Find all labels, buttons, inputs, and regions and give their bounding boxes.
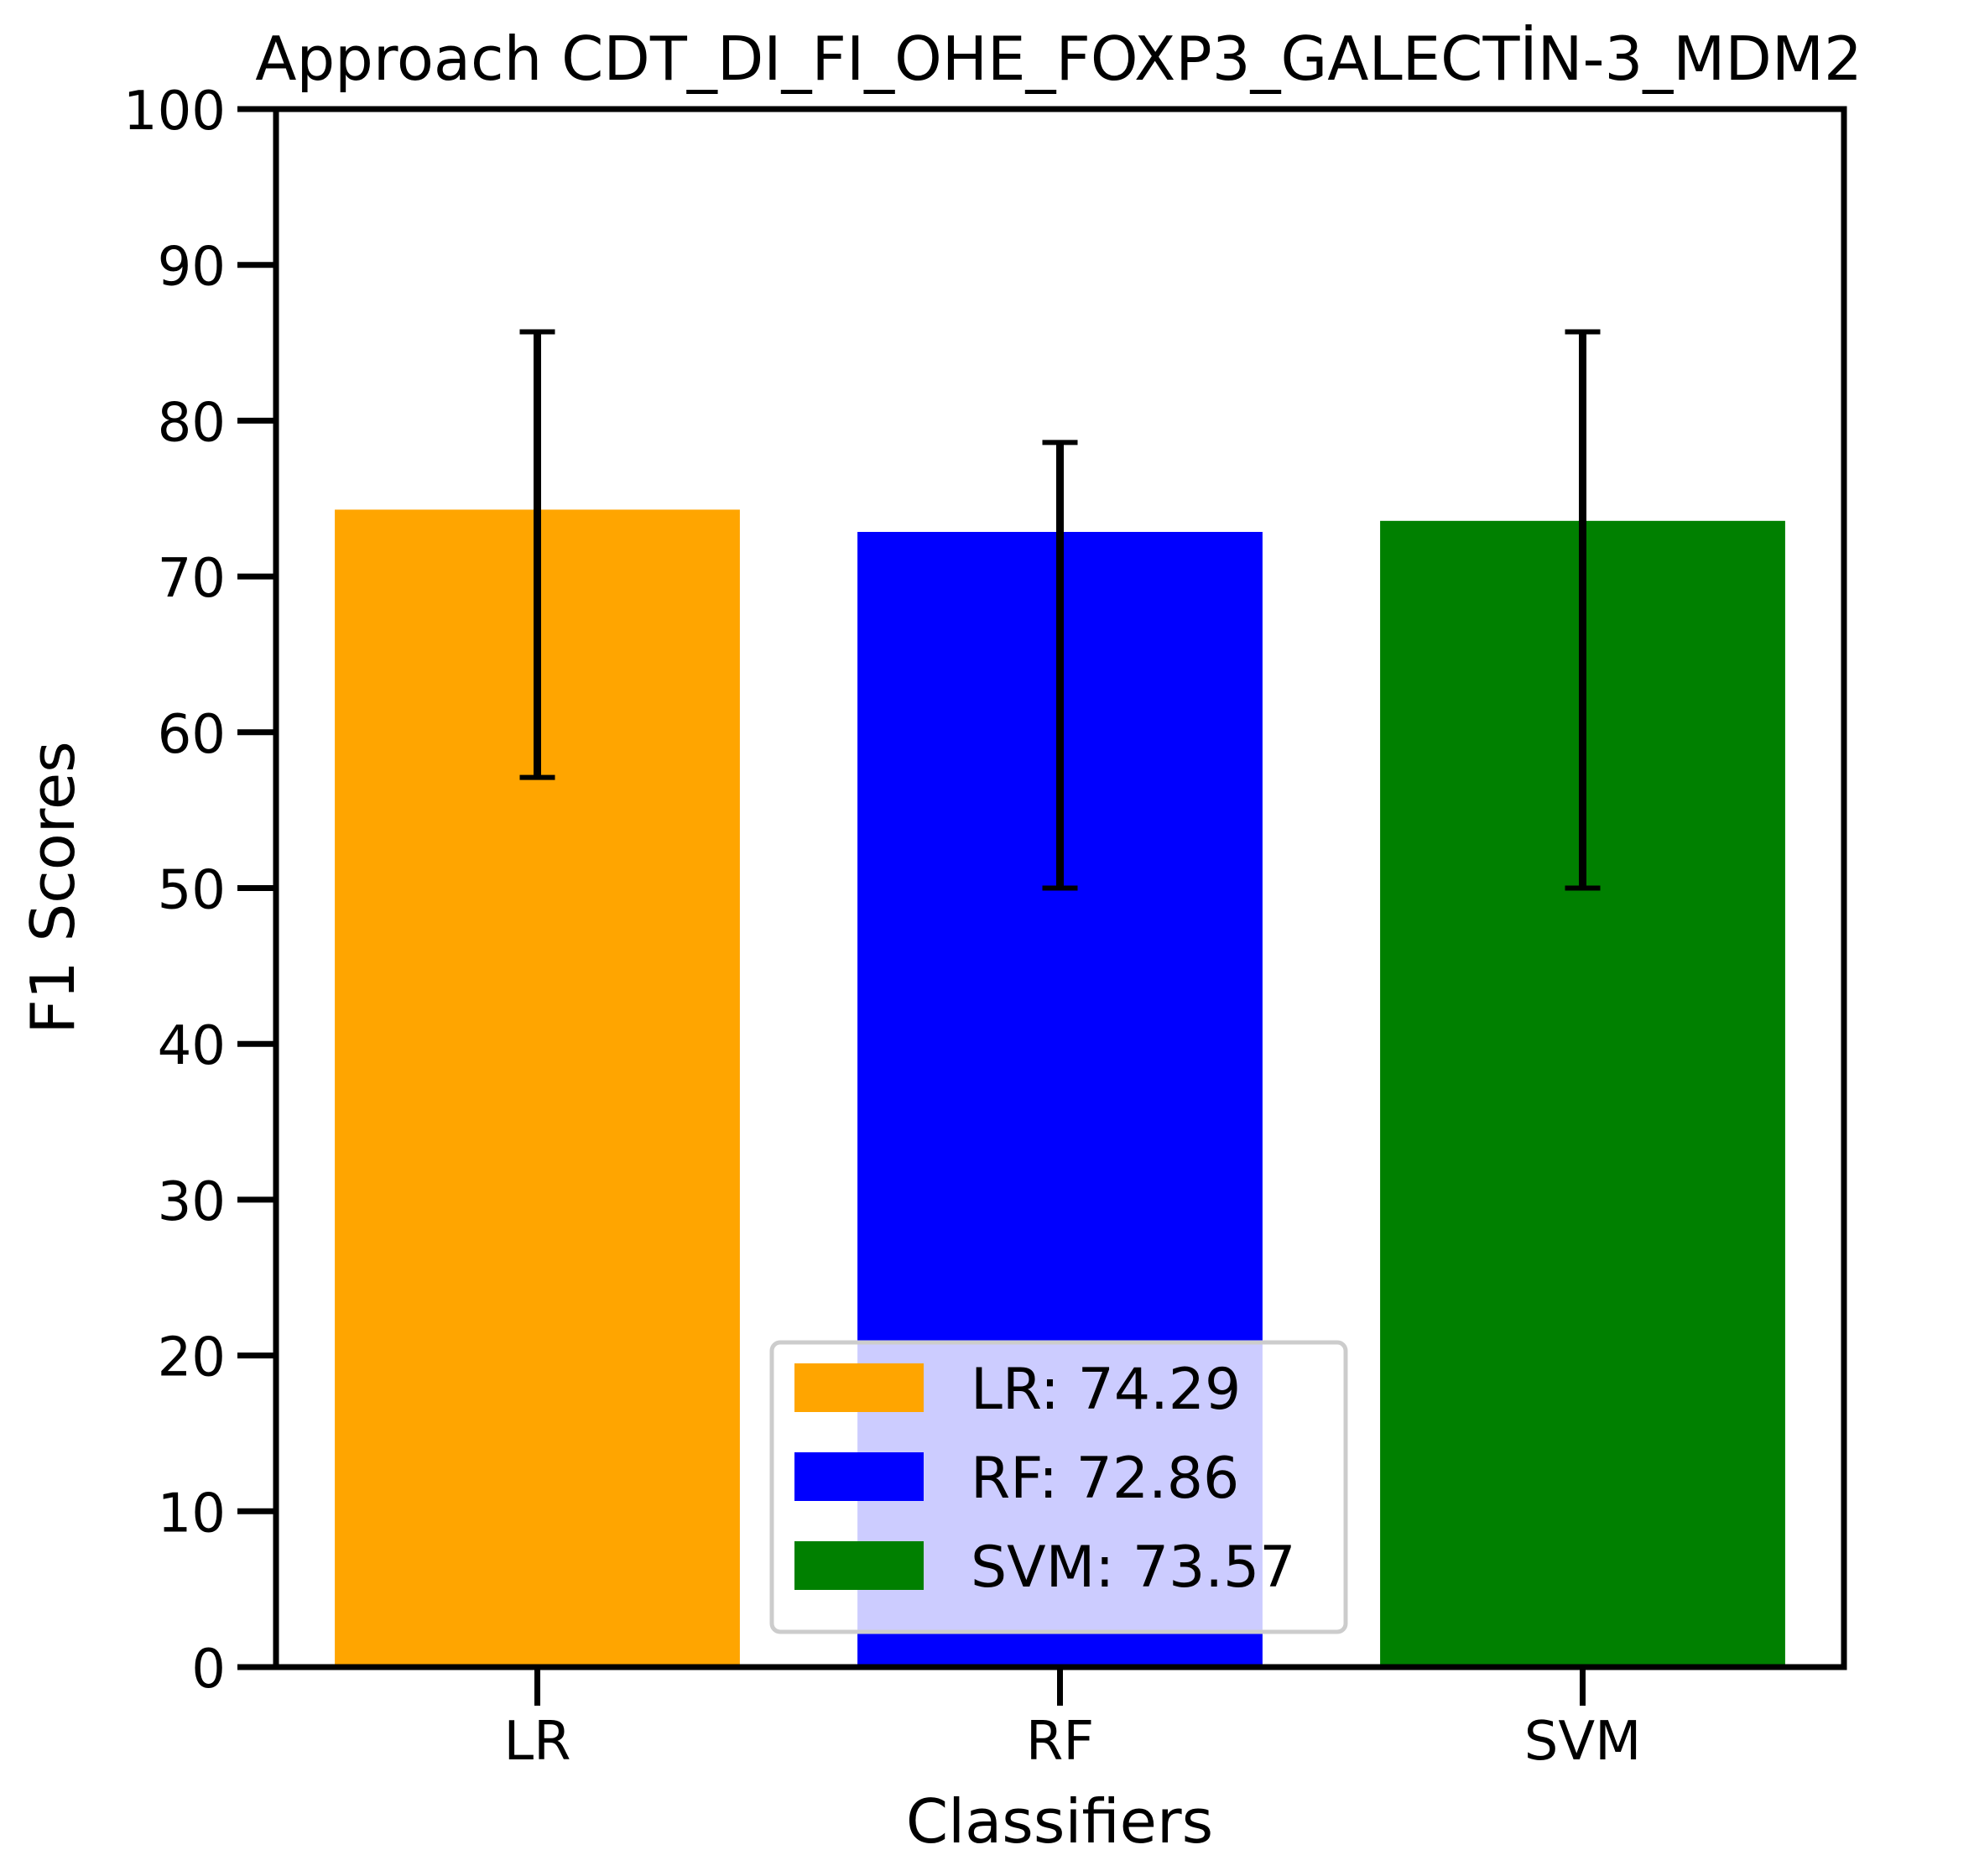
- y-tick-label: 50: [158, 860, 226, 922]
- y-tick-label: 60: [158, 704, 226, 766]
- x-axis-label: Classifiers: [906, 1786, 1213, 1857]
- error-bars-group: [519, 329, 1601, 891]
- legend-swatch: [794, 1363, 924, 1412]
- legend-swatch: [794, 1452, 924, 1501]
- legend-swatch: [794, 1541, 924, 1590]
- y-axis: 0 10 20 30 40 50 60 70 80 90 100: [123, 81, 276, 1701]
- y-tick-label: 0: [191, 1639, 226, 1701]
- legend-label: RF: 72.86: [971, 1446, 1239, 1512]
- y-tick-label: 90: [158, 237, 226, 299]
- legend-label: LR: 74.29: [971, 1357, 1241, 1423]
- plot-frame: [273, 106, 1847, 1670]
- x-tick-label: SVM: [1524, 1711, 1642, 1773]
- y-tick-label: 100: [123, 81, 226, 143]
- y-tick-label: 20: [158, 1327, 226, 1389]
- y-tick-label: 80: [158, 392, 226, 454]
- y-tick-label: 10: [158, 1483, 226, 1545]
- y-tick-label: 70: [158, 548, 226, 610]
- x-tick-label: RF: [1026, 1711, 1094, 1773]
- y-tick-label: 30: [158, 1171, 226, 1233]
- legend: LR: 74.29 RF: 72.86 SVM: 73.57: [769, 1340, 1348, 1634]
- chart-title: Approach CDT_DI_FI_OHE_FOXP3_GALECTİN-3_…: [255, 23, 1862, 94]
- x-axis: LR RF SVM: [503, 1667, 1641, 1773]
- legend-label: SVM: 73.57: [971, 1535, 1296, 1601]
- x-tick-label: LR: [503, 1711, 570, 1773]
- y-axis-label: F1 Scores: [18, 741, 88, 1034]
- y-tick-label: 40: [158, 1015, 226, 1077]
